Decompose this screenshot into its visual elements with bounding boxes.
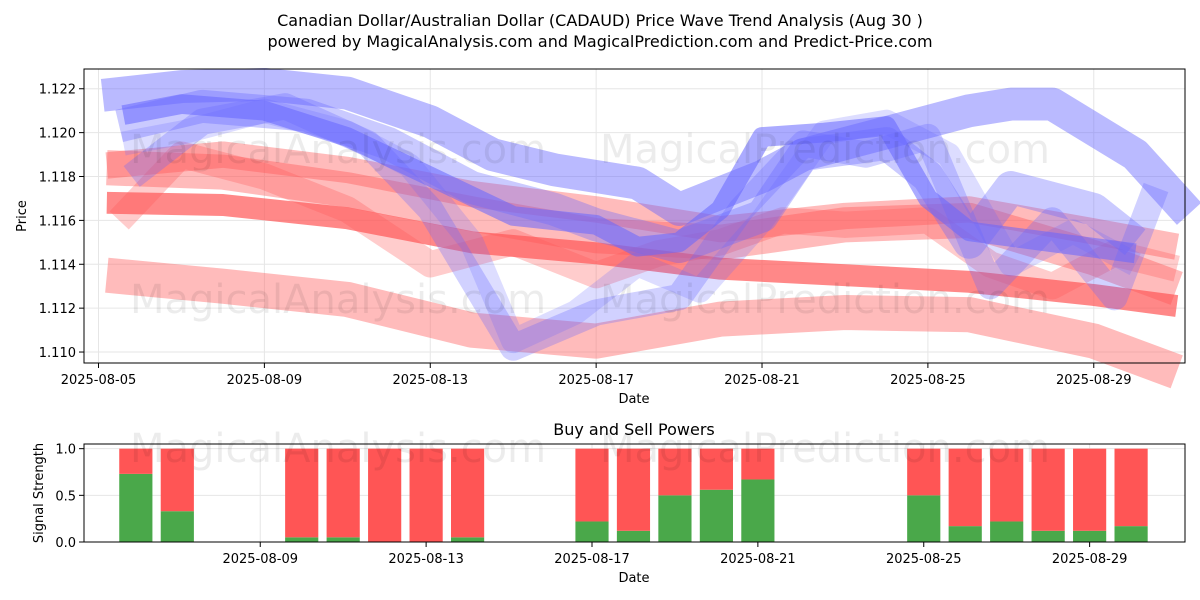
buy-power-bar (160, 511, 194, 542)
signal-chart-xlabel: Date (618, 571, 649, 586)
sell-power-bar (616, 448, 651, 531)
price-ytick-label: 1.118 (39, 171, 76, 186)
buy-power-bar (741, 479, 775, 542)
buy-power-bar (907, 495, 941, 542)
price-xtick-label: 2025-08-17 (558, 373, 634, 388)
buy-power-bar (1073, 530, 1107, 542)
buy-power-bar (1031, 530, 1065, 542)
price-ytick-label: 1.120 (39, 127, 76, 142)
buy-power-bar (1114, 526, 1148, 542)
buy-power-bar (326, 537, 360, 542)
sell-power-bar (409, 448, 443, 542)
watermark-magicalanalysis: MagicalAnalysis.com (130, 127, 546, 173)
signal-chart-bars (119, 448, 1148, 542)
sell-power-bar (285, 448, 319, 538)
price-xtick-label: 2025-08-09 (227, 373, 303, 388)
signal-xtick-label: 2025-08-13 (388, 552, 464, 567)
sell-power-bar (741, 448, 775, 480)
sell-power-bar (1073, 448, 1107, 531)
price-chart-xlabel: Date (618, 392, 649, 407)
watermark-magicalprediction: MagicalPrediction.com (600, 127, 1050, 173)
sell-power-bar (575, 448, 609, 522)
price-chart-ylabel: Price (15, 200, 30, 232)
sell-power-bar (119, 448, 153, 474)
price-ytick-label: 1.114 (39, 258, 76, 273)
price-ytick-label: 1.110 (39, 346, 76, 361)
sell-power-bar (907, 448, 941, 496)
buy-power-bar (451, 537, 485, 542)
signal-ytick-label: 0.5 (55, 489, 76, 504)
buy-power-bar (285, 537, 319, 542)
signal-chart-ylabel: Signal Strength (32, 443, 47, 543)
sell-power-bar (451, 448, 485, 538)
price-xtick-label: 2025-08-21 (724, 373, 800, 388)
price-ytick-label: 1.116 (39, 214, 76, 229)
price-xtick-label: 2025-08-13 (392, 373, 468, 388)
price-band-blue-core (121, 94, 1137, 264)
price-band-red-wide-lower (105, 257, 1183, 389)
price-chart-frame (83, 68, 1186, 364)
sell-power-bar (990, 448, 1024, 522)
sell-power-bar (368, 448, 402, 542)
buy-power-bar (699, 489, 733, 542)
price-chart-series (100, 67, 1200, 389)
signal-chart-ticks: 2025-08-09 2025-08-13 2025-08-17 2025-08-21… (55, 443, 1127, 567)
price-band-red-center-trend (106, 191, 1179, 317)
figure-title-line2: powered by MagicalAnalysis.com and Magic… (267, 32, 932, 51)
price-chart-ticks: 2025-08-05 2025-08-09 2025-08-13 2025-08-17… (39, 83, 1132, 388)
sell-power-bar (1031, 448, 1065, 531)
buy-power-bar (990, 521, 1024, 542)
buy-power-bar (575, 521, 609, 542)
signal-chart-title: Buy and Sell Powers (553, 420, 715, 439)
sell-power-bar (699, 448, 733, 490)
sell-power-bar (326, 448, 360, 538)
watermark-magicalanalysis-lower: MagicalAnalysis.com (130, 277, 546, 323)
signal-xtick-label: 2025-08-29 (1052, 552, 1128, 567)
buy-power-bar (616, 530, 651, 542)
signal-xtick-label: 2025-08-17 (554, 552, 630, 567)
price-xtick-label: 2025-08-05 (61, 373, 137, 388)
price-band-red-zigzag (109, 141, 1180, 300)
signal-xtick-label: 2025-08-09 (222, 552, 298, 567)
sell-power-bar (948, 448, 982, 527)
watermark-magicalanalysis-signal: MagicalAnalysis.com (130, 426, 546, 472)
sell-power-bar (1114, 448, 1148, 527)
buy-power-bar (658, 495, 692, 542)
price-band-blue-wide-top (100, 67, 1200, 226)
price-xtick-label: 2025-08-25 (890, 373, 966, 388)
price-chart: MagicalAnalysis.com MagicalPrediction.co… (15, 67, 1200, 407)
signal-chart-frame (83, 443, 1186, 543)
sell-power-bar (160, 448, 194, 512)
price-band-red-mid-upper (105, 141, 1180, 260)
watermark-magicalprediction-signal: MagicalPrediction.com (600, 426, 1050, 472)
buy-power-bar (948, 526, 982, 542)
signal-chart: Buy and Sell Powers MagicalAnalysis.com … (32, 420, 1186, 586)
signal-ytick-label: 1.0 (55, 443, 76, 458)
price-ytick-label: 1.122 (39, 83, 76, 98)
signal-xtick-label: 2025-08-25 (886, 552, 962, 567)
signal-xtick-label: 2025-08-21 (720, 552, 796, 567)
signal-ytick-label: 0.0 (55, 536, 76, 551)
price-ytick-label: 1.112 (39, 302, 76, 317)
watermark-magicalprediction-lower: MagicalPrediction.com (600, 277, 1050, 323)
sell-power-bar (658, 448, 692, 496)
buy-power-bar (119, 473, 153, 542)
price-xtick-label: 2025-08-29 (1056, 373, 1132, 388)
figure-title-line1: Canadian Dollar/Australian Dollar (CADAU… (277, 11, 923, 30)
